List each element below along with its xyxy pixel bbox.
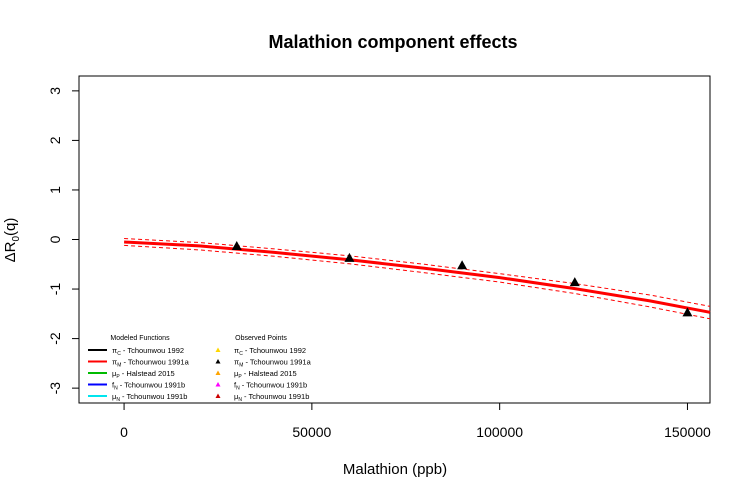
- x-axis: 0 50000 100000 150000: [120, 402, 711, 440]
- observed-point: [344, 252, 355, 262]
- legend-entry-label: μN - Tchounwou 1991b: [234, 392, 309, 403]
- y-tick-label: 0: [47, 235, 63, 243]
- x-tick-label: 50000: [292, 424, 331, 440]
- x-tick-label: 0: [120, 424, 128, 440]
- observed-points-layer: [231, 240, 693, 317]
- legend-entry-label: fN - Tchounwou 1991b: [234, 381, 307, 392]
- x-tick-label: 100000: [476, 424, 523, 440]
- legend-points-title: Observed Points: [235, 335, 287, 342]
- chart-title: Malathion component effects: [268, 32, 517, 52]
- legend-point-swatch: [215, 393, 221, 398]
- legend-entry-label: μN - Tchounwou 1991b: [112, 392, 187, 403]
- y-axis-label-subscript: 0: [11, 236, 22, 242]
- series-layer: [124, 238, 711, 320]
- legend-entry-label: μP - Halstead 2015: [112, 369, 175, 380]
- y-tick-label: 1: [47, 186, 63, 194]
- y-axis: -3 -2 -1 0 1 2 3: [47, 87, 80, 395]
- y-tick-label: -3: [47, 382, 63, 395]
- series-line-main: [124, 240, 711, 314]
- x-tick-label: 150000: [664, 424, 711, 440]
- series-line-bound-2: [124, 244, 711, 320]
- legend-entry-label: fN - Tchounwou 1991b: [112, 381, 185, 392]
- legend-point-swatch: [215, 370, 221, 375]
- legend-entry-label: πM - Tchounwou 1991a: [234, 358, 312, 369]
- y-tick-label: -1: [47, 283, 63, 296]
- legend: Modeled Functions Observed Points πC - T…: [88, 335, 312, 403]
- y-tick-label: -2: [47, 332, 63, 345]
- legend-entry-label: πM - Tchounwou 1991a: [112, 358, 190, 369]
- y-axis-label: ΔR0(q): [2, 218, 22, 263]
- x-axis-label: Malathion (ppb): [343, 461, 447, 478]
- y-axis-label-suffix: (q): [2, 218, 19, 236]
- observed-point: [569, 277, 580, 287]
- legend-point-swatch: [215, 347, 221, 352]
- y-tick-label: 3: [47, 87, 63, 95]
- observed-point: [231, 240, 242, 250]
- legend-entry-label: πC - Tchounwou 1992: [234, 346, 306, 357]
- y-axis-label-main: ΔR: [2, 241, 19, 262]
- legend-point-swatch: [215, 359, 221, 364]
- legend-point-swatch: [215, 382, 221, 387]
- legend-entry-label: μP - Halstead 2015: [234, 369, 297, 380]
- y-tick-label: 2: [47, 136, 63, 144]
- series-line-bound-1: [124, 238, 711, 307]
- observed-point: [457, 260, 468, 270]
- observed-point: [682, 307, 693, 317]
- legend-functions-title: Modeled Functions: [110, 335, 170, 342]
- legend-entry-label: πC - Tchounwou 1992: [112, 346, 184, 357]
